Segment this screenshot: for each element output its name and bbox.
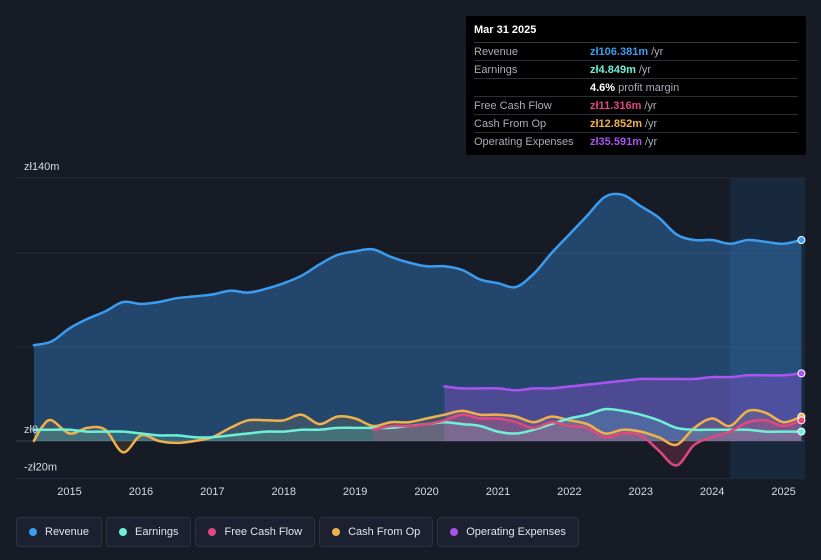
tooltip-row-earnings: Earnings zł4.849m /yr bbox=[474, 61, 798, 79]
x-axis-labels: 2015 2016 2017 2018 2019 2020 2021 2022 2023 2024… bbox=[57, 486, 796, 498]
end-markers bbox=[797, 235, 806, 436]
tooltip-unit: /yr bbox=[644, 135, 658, 148]
tooltip-unit: profit margin bbox=[618, 81, 680, 94]
x-tick-label: 2025 bbox=[771, 486, 795, 498]
tooltip-row-revenue: Revenue zł106.381m /yr bbox=[474, 43, 798, 61]
tooltip-row-profit-margin: 4.6% profit margin bbox=[474, 79, 798, 97]
legend-item-cash-from-op[interactable]: Cash From Op bbox=[319, 517, 434, 547]
legend-label: Cash From Op bbox=[348, 526, 421, 538]
x-tick-label: 2018 bbox=[272, 486, 296, 498]
tooltip-value: zł4.849m bbox=[590, 63, 636, 76]
series-area-cash-from-op bbox=[33, 410, 802, 453]
tooltip-row-operating-expenses: Operating Expenses zł35.591m /yr bbox=[474, 133, 798, 150]
legend-item-free-cash-flow[interactable]: Free Cash Flow bbox=[195, 517, 316, 547]
tooltip-label: Earnings bbox=[474, 63, 518, 76]
legend: Revenue Earnings Free Cash Flow Cash Fro… bbox=[16, 517, 579, 547]
y-axis-labels: zł140m zł0 -zł20m bbox=[24, 161, 59, 474]
series-lines bbox=[32, 192, 803, 467]
legend-dot-icon bbox=[29, 528, 37, 536]
highlight-region bbox=[730, 178, 805, 478]
series-line-revenue bbox=[32, 192, 803, 347]
tooltip-unit: /yr bbox=[644, 117, 658, 130]
series-end-marker-revenue bbox=[797, 235, 806, 244]
series-end-marker-operating-expenses bbox=[797, 369, 806, 378]
tooltip-label: Revenue bbox=[474, 45, 519, 58]
x-tick-label: 2019 bbox=[343, 486, 367, 498]
x-tick-label: 2023 bbox=[629, 486, 653, 498]
tooltip-value: zł106.381m bbox=[590, 45, 649, 58]
legend-label: Earnings bbox=[135, 526, 179, 538]
series-line-cash-from-op bbox=[32, 408, 803, 454]
series-line-operating-expenses bbox=[443, 372, 803, 392]
y-tick-label: -zł20m bbox=[24, 462, 57, 474]
series-line-free-cash-flow bbox=[371, 413, 803, 467]
tooltip-unit: /yr bbox=[644, 99, 657, 112]
tooltip-row-cash-from-op: Cash From Op zł12.852m /yr bbox=[474, 115, 798, 133]
x-tick-label: 2022 bbox=[557, 486, 581, 498]
series-end-marker-earnings bbox=[797, 427, 806, 436]
legend-dot-icon bbox=[332, 528, 341, 536]
tooltip-unit: /yr bbox=[651, 45, 664, 58]
legend-dot-icon bbox=[450, 528, 459, 536]
series-area-revenue bbox=[33, 193, 802, 441]
legend-dot-icon bbox=[119, 528, 128, 536]
x-tick-label: 2015 bbox=[57, 486, 81, 498]
tooltip-row-free-cash-flow: Free Cash Flow zł11.316m /yr bbox=[474, 97, 798, 115]
series-area-free-cash-flow bbox=[373, 414, 802, 466]
tooltip: Mar 31 2025 Revenue zł106.381m /yr Earni… bbox=[466, 16, 806, 155]
legend-label: Revenue bbox=[45, 526, 90, 538]
tooltip-value: zł35.591m bbox=[590, 135, 642, 148]
legend-item-earnings[interactable]: Earnings bbox=[106, 517, 192, 547]
tooltip-date: Mar 31 2025 bbox=[474, 24, 798, 43]
tooltip-label: Cash From Op bbox=[474, 117, 547, 130]
series-area-operating-expenses bbox=[444, 373, 802, 441]
chart: zł140m zł0 -zł20m 2015 2016 2017 2018 2019 2020… bbox=[16, 161, 806, 498]
gridlines bbox=[16, 177, 805, 480]
y-tick-label: zł140m bbox=[24, 161, 59, 173]
x-tick-label: 2020 bbox=[414, 486, 438, 498]
tooltip-unit: /yr bbox=[638, 63, 652, 76]
tooltip-label: Free Cash Flow bbox=[474, 99, 552, 112]
tooltip-value: 4.6% bbox=[590, 81, 616, 94]
series-end-marker-free-cash-flow bbox=[797, 416, 806, 425]
x-tick-label: 2021 bbox=[486, 486, 510, 498]
y-tick-label: zł0 bbox=[24, 424, 38, 436]
x-tick-label: 2017 bbox=[200, 486, 224, 498]
x-tick-label: 2016 bbox=[129, 486, 153, 498]
tooltip-value: zł11.316m bbox=[590, 99, 642, 112]
legend-dot-icon bbox=[208, 528, 217, 536]
tooltip-label: Operating Expenses bbox=[474, 135, 574, 148]
legend-item-operating-expenses[interactable]: Operating Expenses bbox=[437, 517, 579, 547]
x-tick-label: 2024 bbox=[700, 486, 724, 498]
legend-label: Operating Expenses bbox=[466, 526, 566, 538]
legend-label: Free Cash Flow bbox=[224, 526, 303, 538]
legend-item-revenue[interactable]: Revenue bbox=[16, 517, 103, 547]
tooltip-value: zł12.852m bbox=[590, 117, 642, 130]
